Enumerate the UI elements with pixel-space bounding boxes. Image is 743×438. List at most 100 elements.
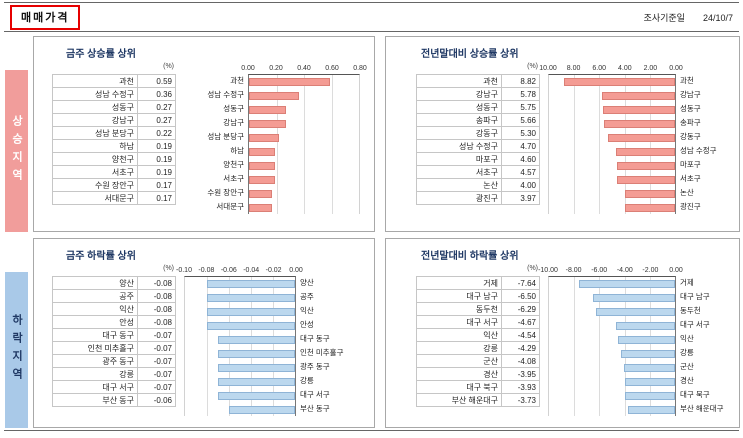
bar-row [249, 131, 359, 145]
category-label: 강릉 [300, 376, 314, 385]
bar [207, 322, 295, 330]
bar-row [549, 187, 675, 201]
category-label: 강릉 [680, 348, 694, 357]
value-cell: 4.00 [501, 178, 540, 192]
bar-row [249, 103, 359, 117]
survey-date-value: 24/10/7 [702, 12, 733, 23]
header-divider [4, 31, 739, 32]
bar [249, 92, 299, 100]
category-label: 안성 [300, 320, 314, 329]
survey-date: 조사기준일 24/10/7 [644, 11, 733, 24]
region-cell: 강남구 [52, 113, 138, 127]
value-cell: -3.73 [501, 393, 540, 407]
category-labels: 과천 성남 수정구 성동구 강남구 성남 분당구 하남 양천구 서초구 수원 장안구 서대문구 [184, 63, 248, 214]
panel-ytd-rise: 전년말대비 상승률 상위 (%) 과천 8.82 강남구 5.78 성동구 5.75 송파구 5.… [385, 36, 740, 232]
category-labels: 양산 공주 익산 안성 대구 동구 인천 미추홀구 광주 동구 강릉 대구 서구 부산 동구 [296, 265, 358, 416]
value-cell: -0.08 [137, 315, 176, 329]
region-cell: 경산 [416, 367, 502, 381]
value-axis: -10.00 -8.00 -6.00 -4.00 -2.00 0.00 [538, 265, 683, 276]
region-cell: 부산 해운대구 [416, 393, 502, 407]
category-label: 성남 분당구 [207, 132, 244, 141]
bar-row [549, 347, 675, 361]
panel-title: 금주 상승률 상위 [66, 49, 136, 60]
region-cell: 대구 서구 [416, 315, 502, 329]
bar [218, 364, 295, 372]
gridline [207, 277, 208, 416]
rank-table: 양산 -0.08 공주 -0.08 익산 -0.08 안성 -0.08 대구 동구 -0.07 인천… [52, 276, 176, 407]
category-label: 성남 수정구 [207, 90, 244, 99]
bar [602, 106, 675, 114]
category-label: 대구 북구 [680, 390, 710, 399]
table-row: 마포구 4.60 [416, 152, 540, 166]
section-tab-label: 하락지역 [10, 314, 23, 386]
plot [548, 276, 676, 416]
bar-row [549, 89, 675, 103]
bar [628, 406, 675, 414]
rank-table-wrap: (%) 양산 -0.08 공주 -0.08 익산 -0.08 안성 -0.08 대구 동구 -0.0… [52, 265, 176, 416]
region-cell: 거제 [416, 276, 502, 290]
bar-row [549, 403, 675, 417]
value-cell: 0.59 [137, 74, 176, 88]
bar [625, 378, 675, 386]
table-row: 성남 수정구 4.70 [416, 139, 540, 153]
value-axis: 10.00 8.00 6.00 4.00 2.00 0.00 [539, 63, 683, 74]
value-cell: 5.75 [501, 100, 540, 114]
plot-area: -10.00 -8.00 -6.00 -4.00 -2.00 0.00 [538, 265, 683, 416]
category-label: 대구 서구 [680, 320, 710, 329]
bar-chart: -10.00 -8.00 -6.00 -4.00 -2.00 0.00 거제 대구 남구 동두천… [538, 265, 738, 416]
bar-row [249, 201, 359, 215]
region-cell: 성남 수정구 [416, 139, 502, 153]
value-cell: 0.36 [137, 87, 176, 101]
gridline [624, 277, 626, 416]
region-cell: 광진구 [416, 191, 502, 205]
category-label: 익산 [300, 306, 314, 315]
table-row: 서초구 4.57 [416, 165, 540, 179]
bar-row [249, 159, 359, 173]
bar [617, 162, 675, 170]
rank-table: 과천 0.59 성남 수정구 0.36 성동구 0.27 강남구 0.27 성남 분당구 0.22… [52, 74, 176, 205]
unit-label: (%) [163, 265, 174, 272]
table-row: 부산 해운대구 -3.73 [416, 393, 540, 407]
table-row: 인천 미추홀구 -0.07 [52, 341, 176, 355]
table-row: 성동구 0.27 [52, 100, 176, 114]
table-row: 광진구 3.97 [416, 191, 540, 205]
table-row: 부산 동구 -0.06 [52, 393, 176, 407]
region-cell: 과천 [416, 74, 502, 88]
unit-label: (%) [527, 265, 538, 272]
sections-container: 상승지역 금주 상승률 상위 (%) 과천 0.59 성남 수정구 0.36 성동구 0.27 강… [5, 36, 740, 428]
table-row: 과천 0.59 [52, 74, 176, 88]
bar-row [549, 361, 675, 375]
bar-row [549, 117, 675, 131]
page-title-box: 매매가격 [10, 4, 81, 30]
value-cell: -3.93 [501, 380, 540, 394]
axis-tick: -4.00 [616, 267, 633, 274]
value-cell: -0.08 [137, 289, 176, 303]
value-cell: 0.27 [137, 100, 176, 114]
axis-tick: 2.00 [643, 65, 658, 72]
bar-row [549, 131, 675, 145]
table-row: 광주 동구 -0.07 [52, 354, 176, 368]
bar [620, 350, 675, 358]
bar-row [185, 389, 295, 403]
panel-body: (%) 양산 -0.08 공주 -0.08 익산 -0.08 안성 -0.08 대구 동구 -0.0… [34, 265, 374, 416]
bar-row [549, 145, 675, 159]
bar [218, 336, 295, 344]
bar-row [249, 89, 359, 103]
bar-row [185, 277, 295, 291]
gridline [599, 75, 601, 214]
bar-row [549, 389, 675, 403]
bar-row [549, 159, 675, 173]
value-cell: -0.07 [137, 341, 176, 355]
panel-ytd-fall: 전년말대비 하락률 상위 (%) 거제 -7.64 대구 남구 -6.50 동두천 -6.29… [385, 238, 740, 428]
table-row: 경산 -3.95 [416, 367, 540, 381]
region-cell: 대구 북구 [416, 380, 502, 394]
category-label: 강남구 [680, 90, 701, 99]
value-cell: 4.57 [501, 165, 540, 179]
table-row: 공주 -0.08 [52, 289, 176, 303]
category-label: 강동구 [680, 132, 701, 141]
section-tab-label: 상승지역 [10, 115, 23, 187]
bar [229, 406, 295, 414]
axis-tick: 0.00 [669, 267, 683, 274]
gridline [229, 277, 230, 416]
